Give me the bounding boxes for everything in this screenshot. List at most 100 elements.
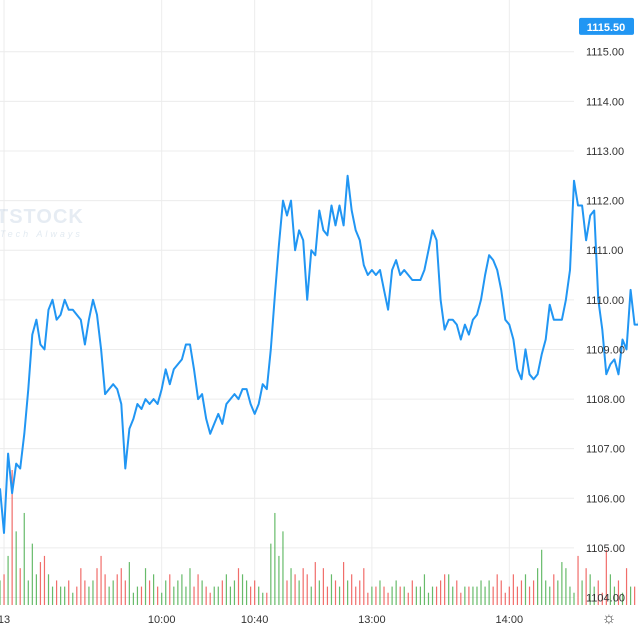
volume-bar (541, 550, 542, 605)
volume-bar (100, 556, 101, 605)
volume-bar (484, 587, 485, 605)
volume-bar (28, 580, 29, 605)
grid-lines (0, 0, 574, 605)
volume-bar (165, 580, 166, 605)
volume-bar (391, 587, 392, 605)
volume-bar (117, 574, 118, 605)
volume-bar (497, 574, 498, 605)
y-tick-label: 1110.00 (586, 295, 624, 307)
volume-bar (3, 574, 4, 605)
volume-bar (48, 574, 49, 605)
price-line-group (0, 27, 638, 533)
volume-bar (274, 513, 275, 605)
volume-bar (7, 556, 8, 605)
x-tick-label: 10:00 (148, 614, 176, 626)
volume-bar (351, 574, 352, 605)
volume-bar (400, 587, 401, 605)
volume-bar (214, 587, 215, 605)
volume-bar (307, 574, 308, 605)
volume-bar (432, 587, 433, 605)
volume-bar (371, 587, 372, 605)
gear-icon[interactable]: ☼ (600, 610, 618, 628)
volume-bar (347, 580, 348, 605)
y-tick-label: 1115.00 (586, 47, 624, 59)
volume-bar (189, 568, 190, 605)
volume-bar (197, 574, 198, 605)
volume-bar (193, 587, 194, 605)
volume-bar (383, 587, 384, 605)
volume-bar (177, 580, 178, 605)
volume-bar (367, 593, 368, 605)
volume-bar (501, 580, 502, 605)
volume-bar (493, 587, 494, 605)
volume-bar (452, 587, 453, 605)
volume-bar (242, 574, 243, 605)
volume-bar (96, 568, 97, 605)
y-tick-label: 1114.00 (586, 96, 624, 108)
volume-bar (412, 580, 413, 605)
volume-bar (206, 587, 207, 605)
volume-bar (157, 587, 158, 605)
volume-bar (218, 587, 219, 605)
volume-bar (294, 574, 295, 605)
x-tick-label: 10:40 (241, 614, 269, 626)
volume-bar (286, 580, 287, 605)
volume-bar (20, 568, 21, 605)
volume-bar (24, 513, 25, 605)
volume-bar (416, 587, 417, 605)
volume-bar (505, 593, 506, 605)
y-axis: 1104.00 1105.00 1106.00 1107.00 1108.00 1109.… (586, 47, 625, 605)
volume-bar (299, 580, 300, 605)
volume-bar (521, 580, 522, 605)
volume-bar (72, 593, 73, 605)
volume-bar (64, 587, 65, 605)
x-tick-label: 14:00 (496, 614, 524, 626)
volume-bar (80, 568, 81, 605)
volume-bar (149, 580, 150, 605)
volume-bar (238, 568, 239, 605)
volume-bar (60, 587, 61, 605)
volume-bar (331, 574, 332, 605)
volume-bar (52, 587, 53, 605)
volume-bar (408, 593, 409, 605)
volume-bar (56, 580, 57, 605)
last-price-label-group: 1115.50 (579, 18, 634, 35)
y-tick-label: 1107.00 (586, 444, 625, 456)
y-tick-label: 1104.00 (586, 593, 625, 605)
volume-bar (92, 580, 93, 605)
volume-bar (460, 593, 461, 605)
volume-bar (424, 574, 425, 605)
volume-bar (359, 580, 360, 605)
volume-bar (137, 587, 138, 605)
volume-bar (133, 593, 134, 605)
volume-bar (456, 580, 457, 605)
volume-bar (282, 531, 283, 605)
volume-bar (104, 574, 105, 605)
volume-bar (141, 587, 142, 605)
volume-bar (84, 580, 85, 605)
volume-bar (0, 580, 1, 605)
volume-bar (278, 556, 279, 605)
volume-bar (513, 574, 514, 605)
volume-bar (44, 556, 45, 605)
volume-bar (262, 593, 263, 605)
volume-bar (634, 587, 635, 605)
volume-bar (363, 568, 364, 605)
volume-bar (581, 580, 582, 605)
last-price-label: 1115.50 (587, 22, 626, 34)
volume-bar (121, 568, 122, 605)
volume-bar (181, 574, 182, 605)
volume-bar (533, 580, 534, 605)
volume-bar (549, 587, 550, 605)
volume-bar (266, 593, 267, 605)
volume-bar (489, 580, 490, 605)
volume-bar (254, 580, 255, 605)
x-tick-label: 13:00 (358, 614, 386, 626)
volume-bar (537, 568, 538, 605)
volume-bar (355, 587, 356, 605)
volume-bar (565, 568, 566, 605)
volume-bar (404, 587, 405, 605)
y-tick-label: 1108.00 (586, 394, 625, 406)
volume-bar (185, 587, 186, 605)
